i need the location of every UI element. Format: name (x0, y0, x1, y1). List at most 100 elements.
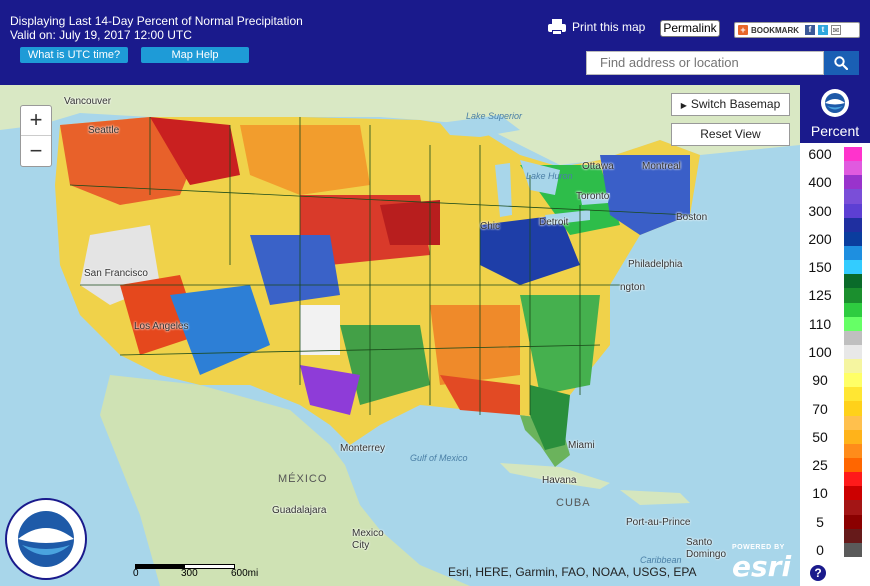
label-lake-superior: Lake Superior (466, 111, 523, 121)
legend-swatch (844, 458, 862, 473)
legend-label: 25 (812, 457, 828, 474)
label-gulf-of-mexico: Gulf of Mexico (410, 453, 468, 463)
label-ottawa: Ottawa (582, 161, 614, 172)
legend-label: 300 (808, 202, 832, 219)
legend-label: 150 (808, 259, 832, 276)
valid-time: Valid on: July 19, 2017 12:00 UTC (10, 28, 192, 42)
scale-bar: 0 300 600mi (133, 560, 335, 580)
email-icon[interactable]: ✉ (831, 25, 841, 35)
scale-label-600: 600mi (231, 568, 259, 579)
search-input[interactable] (586, 51, 824, 75)
legend-label: 110 (808, 315, 832, 332)
legend-swatch (844, 387, 862, 402)
precip-layer (55, 117, 700, 450)
print-map-label: Print this map (572, 20, 646, 34)
legend-label: 90 (812, 372, 828, 389)
legend-label: 50 (812, 428, 828, 445)
legend-swatch (844, 373, 862, 388)
reset-view-button[interactable]: Reset View (671, 123, 790, 146)
legend-swatch (844, 330, 862, 346)
help-icon[interactable]: ? (810, 565, 826, 581)
legend-swatch (844, 288, 862, 303)
scale-label-0: 0 (133, 568, 139, 579)
label-los-angeles: Los Angeles (134, 321, 189, 332)
label-miami: Miami (568, 440, 595, 451)
legend-swatch (844, 161, 862, 176)
legend-swatch (844, 274, 862, 289)
label-guadalajara: Guadalajara (272, 505, 327, 516)
legend-swatch (844, 401, 862, 417)
noaa-seal-icon (5, 498, 87, 580)
zoom-in-button[interactable]: + (21, 106, 51, 136)
legend-label: 100 (808, 344, 832, 360)
map-title: Displaying Last 14-Day Percent of Normal… (10, 14, 303, 28)
legend-swatch (844, 542, 862, 558)
legend-label: 10 (812, 485, 828, 502)
permalink-button[interactable]: Permalink (660, 20, 720, 37)
label-washington: ngton (620, 282, 646, 293)
search-icon (834, 56, 848, 70)
legend-label: 125 (808, 287, 832, 304)
map-canvas[interactable]: Vancouver Seattle San Francisco Los Ange… (0, 85, 800, 586)
legend-swatch (844, 486, 862, 501)
esri-logo[interactable]: POWERED BY esri (732, 544, 792, 583)
legend-swatch (844, 472, 862, 487)
header-bar: Displaying Last 14-Day Percent of Normal… (0, 0, 870, 85)
legend-swatch (844, 443, 862, 459)
label-santo-domingo: Santo Domingo (686, 537, 727, 560)
label-vancouver: Vancouver (64, 96, 112, 107)
legend-swatch (844, 359, 862, 374)
label-san-francisco: San Francisco (84, 268, 148, 279)
label-detroit: Detroit (539, 217, 569, 228)
caret-right-icon: ▶ (680, 101, 687, 110)
legend-label: 70 (812, 400, 828, 417)
legend-label: 5 (816, 513, 824, 530)
legend-panel: Percent 600 400 300 200 150 125 110 100 90 70 50 25… (800, 85, 870, 586)
legend-header: Percent (800, 85, 870, 143)
legend-unit: Percent (810, 123, 860, 139)
legend-swatch (844, 231, 862, 247)
legend-swatch (844, 189, 862, 205)
print-map-link[interactable]: Print this map (548, 17, 645, 37)
legend-swatch (844, 429, 862, 445)
label-boston: Boston (676, 212, 708, 223)
basemap (0, 85, 800, 586)
label-chicago: Chic (480, 221, 501, 232)
bookmark-button[interactable]: + BOOKMARK f t ✉ (734, 22, 860, 38)
noaa-logo-icon (821, 89, 849, 117)
bookmark-label: BOOKMARK (751, 25, 799, 35)
map-attribution: Esri, HERE, Garmin, FAO, NOAA, USGS, EPA (448, 565, 697, 579)
map-help-button[interactable]: Map Help (141, 47, 249, 63)
legend-swatch (844, 175, 862, 190)
facebook-icon[interactable]: f (805, 25, 815, 35)
state-boundaries (69, 117, 691, 415)
zoom-control: + − (20, 105, 52, 167)
label-toronto: Toronto (576, 191, 610, 202)
twitter-icon[interactable]: t (818, 25, 828, 35)
switch-basemap-button[interactable]: ▶ Switch Basemap (671, 93, 790, 116)
legend-swatch (844, 514, 862, 530)
legend-label: 400 (808, 174, 832, 191)
legend-swatch (844, 415, 862, 431)
label-lake-huron: Lake Huron (526, 171, 573, 181)
label-havana: Havana (542, 475, 577, 486)
utc-time-button[interactable]: What is UTC time? (20, 47, 128, 63)
legend-swatch (844, 217, 862, 233)
label-philadelphia: Philadelphia (628, 259, 683, 270)
search-button[interactable] (824, 51, 859, 75)
legend-swatch (844, 260, 862, 275)
legend-swatch (844, 245, 862, 261)
plus-icon: + (738, 25, 748, 35)
printer-icon (548, 19, 566, 35)
label-montreal: Montreal (642, 161, 681, 172)
label-cuba: CUBA (556, 497, 591, 509)
label-mexico: MÉXICO (278, 473, 328, 485)
label-caribbean: Caribbean (640, 555, 682, 565)
label-monterrey: Monterrey (340, 443, 386, 454)
zoom-out-button[interactable]: − (29, 138, 43, 163)
legend-swatch (844, 528, 862, 544)
label-port-au-prince: Port-au-Prince (626, 517, 691, 528)
legend-swatch (844, 316, 862, 332)
switch-basemap-label: Switch Basemap (690, 97, 781, 111)
